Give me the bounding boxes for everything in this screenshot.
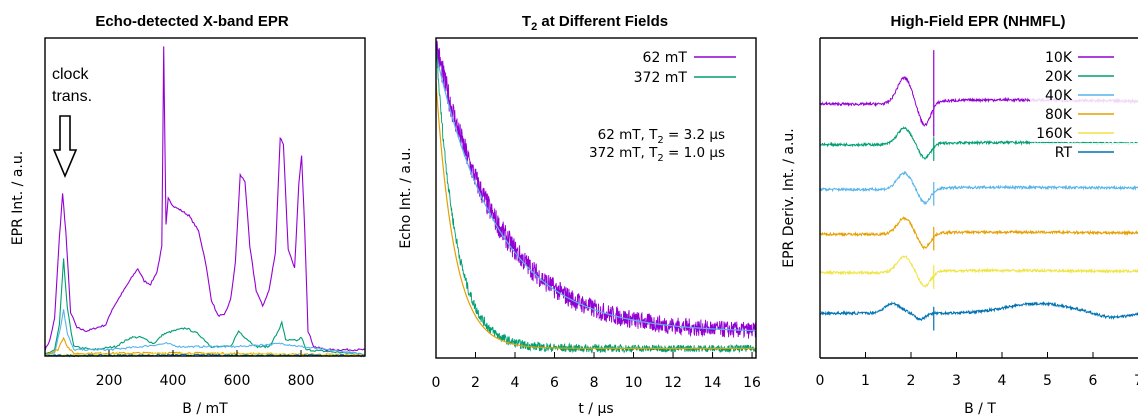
legend-372mT-label: 372 mT [634,70,688,86]
hf-series-20K [819,126,1138,160]
panel2-y-label: Echo Int. / a.u. [398,147,414,248]
decay-fit-62mT [435,53,756,332]
legend-20K-label: 20K [1045,69,1073,85]
annotation-trans: trans. [52,88,92,105]
t2-annotation-372mT: 372 mT, T2 = 1.0 µs [589,145,725,164]
panel3-x-label: B / T [964,401,996,417]
panel-highfield: High-Field EPR (NHMFL) 0 1 2 3 4 5 6 7 B / T EP… [781,13,1138,417]
panel2-tick-label: 12 [664,375,682,391]
panel3-legend: 10K 20K 40K 80K 160K RT [1030,48,1138,161]
legend-62mT-label: 62 mT [643,50,688,66]
panel2-tick-label: 16 [743,375,761,391]
hf-series-40K [819,170,1138,206]
panel2-tick-label: 14 [704,375,722,391]
panel1-tick-label: 400 [160,373,187,389]
panel1-y-label: EPR Int. / a.u. [10,151,26,245]
panel3-tick-label: 0 [816,373,825,389]
t2-annotation-62mT-pre: 62 mT, T [598,127,658,143]
legend-160K-label: 160K [1036,126,1073,142]
panel2-tick-label: 10 [625,375,643,391]
panel2-tick-label: 8 [590,375,599,391]
xband-series-green [44,258,366,356]
panel2-frame [435,37,757,359]
xband-series-lightblue [44,309,365,356]
panel1-frame [44,37,366,357]
hf-series-80K [819,216,1138,251]
panel3-y-label: EPR Deriv. Int. / a.u. [781,128,797,268]
panel3-title: High-Field EPR (NHMFL) [891,13,1066,30]
panel2-series [435,40,757,354]
decay-series-372mT [435,43,757,354]
panel2-title-rest: at Different Fields [537,13,668,30]
panel1-series [44,46,366,358]
panel3-tick-label: 2 [907,373,916,389]
panel3-series [819,50,1138,331]
panel2-tick-label: 6 [550,375,559,391]
xband-series-purple [44,46,366,352]
panel2-tick-label: 0 [432,375,441,391]
legend-40K-label: 40K [1045,88,1073,104]
xband-series-orange [44,336,366,357]
t2-annotation-62mT-post: = 3.2 µs [664,127,725,143]
panel1-tick-label: 200 [96,373,123,389]
decay-series-62mT [435,40,757,339]
panel1-x-ticks: 200 400 600 800 [96,350,315,389]
panel2-title: T2 at Different Fields [522,13,668,33]
legend-80K-label: 80K [1045,107,1073,123]
panel-t2: T2 at Different Fields 0 2 4 6 8 10 12 14 16 t /… [398,13,761,417]
panel1-title: Echo-detected X-band EPR [95,13,289,30]
annotation-clock: clock [52,66,89,83]
panel3-tick-label: 1 [861,373,870,389]
panel-xband: Echo-detected X-band EPR 200 400 600 800 B … [10,13,366,417]
decay-fit-372mT [435,82,756,349]
panel1-x-label: B / mT [182,401,228,417]
t2-annotation-372mT-pre: 372 mT, T [589,145,658,161]
panel1-tick-label: 800 [288,373,315,389]
legend-10K-label: 10K [1045,50,1073,66]
hf-series-RT [819,301,1138,322]
panel2-x-ticks: 0 2 4 6 8 10 12 14 16 [432,352,761,391]
panel2-tick-label: 2 [471,375,480,391]
panel3-tick-label: 5 [1043,373,1052,389]
legend-RT-label: RT [1055,145,1073,161]
panel1-tick-label: 600 [224,373,251,389]
t2-annotation-62mT: 62 mT, T2 = 3.2 µs [598,127,725,146]
down-arrow-icon [52,115,78,179]
t2-annotation-62mT-sub: 2 [657,135,663,146]
panel2-title-sub: 2 [531,21,537,33]
panel2-tick-label: 4 [511,375,520,391]
t2-annotation-372mT-post: = 1.0 µs [664,145,725,161]
panel3-tick-label: 7 [1134,373,1138,389]
panel3-tick-label: 3 [952,373,961,389]
panel3-x-ticks: 0 1 2 3 4 5 6 7 [816,352,1138,389]
panel3-tick-label: 6 [1089,373,1098,389]
panel2-x-label: t / µs [578,401,613,417]
hf-series-160K [819,255,1138,288]
panel2-title-main: T [522,13,531,30]
t2-annotation-372mT-sub: 2 [657,153,663,164]
panel3-tick-label: 4 [998,373,1007,389]
